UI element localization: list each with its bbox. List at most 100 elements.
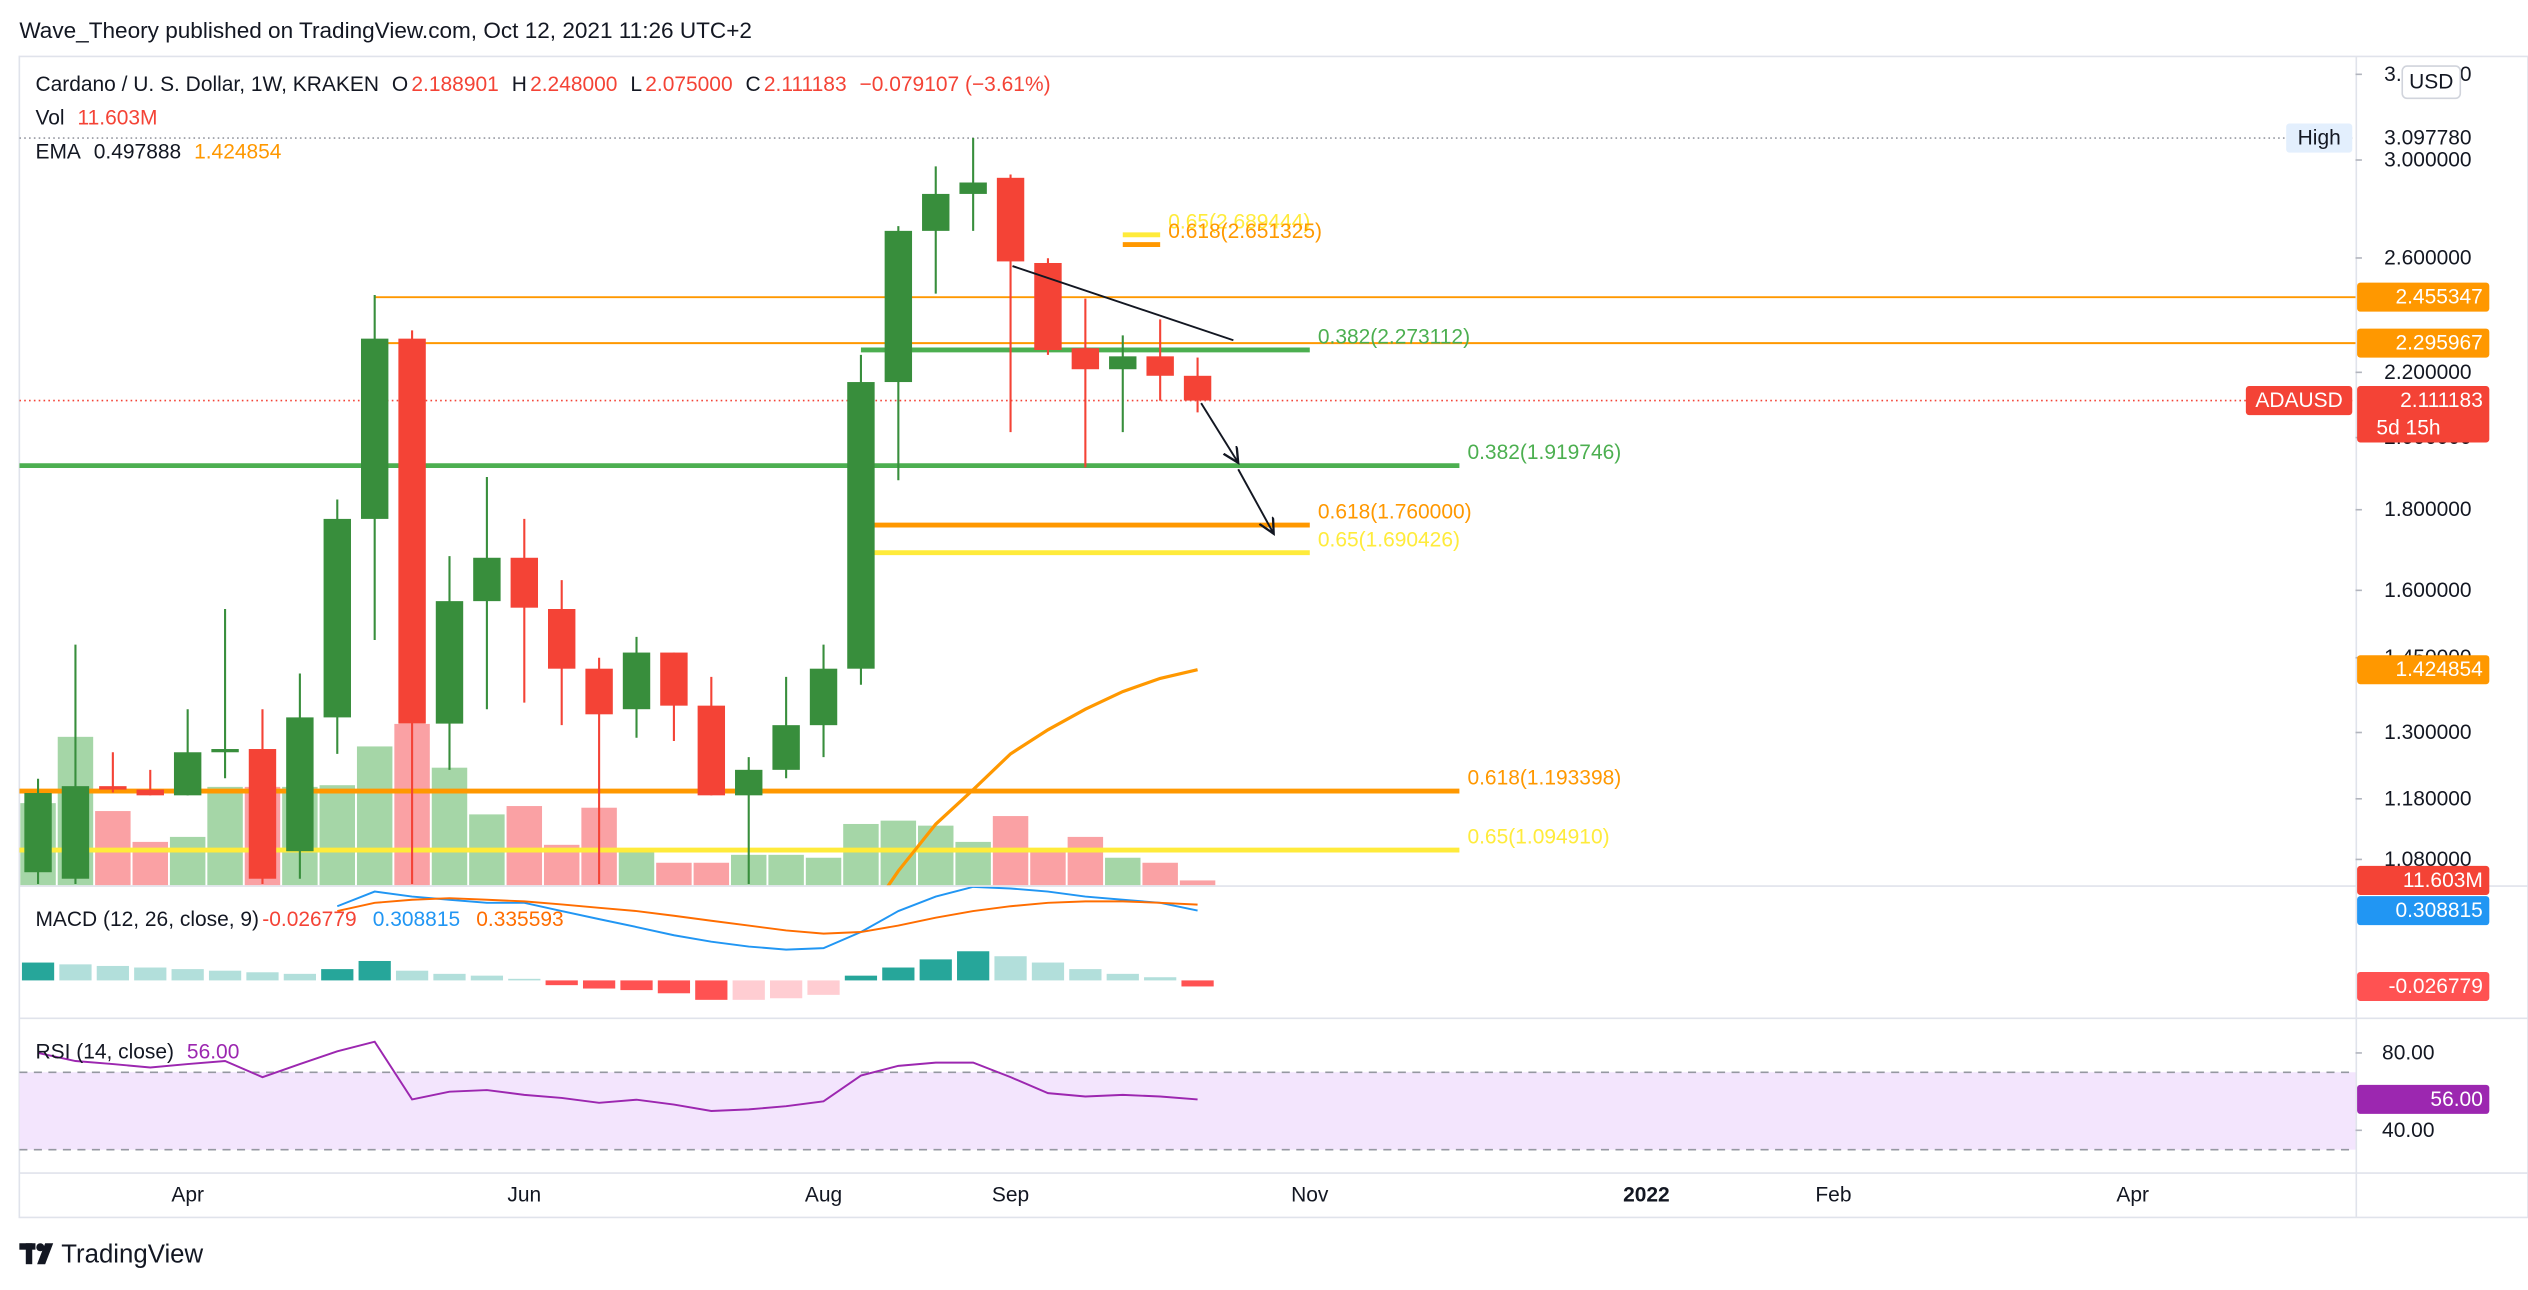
ema-tag-bg xyxy=(2357,655,2490,685)
macd-histogram-bar xyxy=(919,959,952,981)
macd-histogram-bar xyxy=(246,972,279,981)
histogram-tag: -0.026779 xyxy=(2388,975,2482,998)
macd-histogram-bar xyxy=(358,960,391,981)
price-legend-part: L xyxy=(630,72,642,95)
ema-line xyxy=(886,668,1198,886)
price-legend-part: O xyxy=(392,72,408,95)
y-tick-label: 3.000000 xyxy=(2384,149,2471,172)
candle-body xyxy=(772,725,800,770)
price-pane xyxy=(19,137,2356,886)
macd-histogram-bar xyxy=(321,969,354,981)
macd-histogram-bar xyxy=(620,980,653,991)
currency-box xyxy=(2401,65,2462,100)
volume-bar xyxy=(693,862,730,886)
level-label: 0.618(2.651325) xyxy=(1168,220,1322,243)
ema-legend-part: 0.497888 xyxy=(94,140,181,163)
candle-body xyxy=(548,609,576,669)
volume-bar xyxy=(431,767,468,886)
macd-histogram-bar xyxy=(770,980,803,999)
candle-body xyxy=(473,557,501,602)
countdown: 5d 15h xyxy=(2376,416,2440,439)
volume-bar xyxy=(656,862,692,886)
price-legend-part: H xyxy=(512,72,527,95)
macd-tag: 0.308815 xyxy=(2395,899,2482,922)
candle-body xyxy=(61,786,90,879)
macd-histogram-bar xyxy=(395,970,429,981)
price-legend: Cardano / U. S. Dollar, 1W, KRAKEN O 2.188… xyxy=(35,72,1050,95)
candle-body xyxy=(735,769,763,796)
macd-histogram-bar xyxy=(59,964,92,981)
candle-body xyxy=(884,230,913,383)
candle-body xyxy=(99,786,127,790)
candle-body xyxy=(996,177,1025,262)
volume-bar xyxy=(768,854,804,886)
macd-line xyxy=(336,886,1198,951)
front-layer: 0.65(2.689444)0.618(2.651325) 0.382(2.273… xyxy=(35,65,2490,1114)
volume-bar xyxy=(207,786,243,886)
volume-legend-part: Vol xyxy=(35,106,64,129)
volume-bar xyxy=(169,836,206,886)
trend-line xyxy=(1012,265,1234,342)
candle-body xyxy=(1034,262,1062,350)
signal-line xyxy=(337,897,1198,935)
macd-legend-part: 0.335593 xyxy=(476,908,563,931)
volume-tag-bg xyxy=(2357,865,2490,895)
macd-histogram-bar xyxy=(657,980,691,994)
macd-tag-bg xyxy=(2357,896,2490,926)
candle-body xyxy=(136,789,164,796)
macd-legend-part: MACD (12, 26, close, 9) xyxy=(35,908,259,931)
macd-histogram-bar xyxy=(882,967,915,981)
price-legend-part: 2.248000 xyxy=(530,72,617,95)
macd-histogram-bar xyxy=(283,973,316,981)
level-label: 0.65(1.690426) xyxy=(1318,528,1460,551)
rsi-line xyxy=(37,1040,1198,1112)
x-tick-label: Feb xyxy=(1815,1183,1851,1206)
brand-name: TradingView xyxy=(61,1241,203,1269)
volume-bar xyxy=(1105,857,1141,886)
candle-body xyxy=(1146,356,1174,376)
volume-bar xyxy=(1067,836,1104,886)
price-legend-part: −0.079107 (−3.61%) xyxy=(860,72,1051,95)
y-tick-label: 2.200000 xyxy=(2384,361,2471,384)
price-legend-part: 2.188901 xyxy=(411,72,498,95)
level-label: 0.382(2.273112) xyxy=(1318,326,1470,349)
high-tag: High xyxy=(2298,127,2341,150)
level-label: 0.65(1.094910) xyxy=(1467,826,1609,849)
candle-body xyxy=(24,793,52,873)
arrow xyxy=(1237,468,1273,534)
arrow xyxy=(1200,402,1238,463)
rsi-legend-part: RSI (14, close) xyxy=(35,1040,174,1063)
volume-bar xyxy=(805,857,842,886)
price-legend-part: 2.111183 xyxy=(764,72,847,95)
macd-histogram-bar xyxy=(844,975,878,981)
candle-body xyxy=(323,518,351,718)
x-tick-label: 2022 xyxy=(1623,1183,1670,1206)
y-tick-label: 1.180000 xyxy=(2384,787,2471,810)
macd-legend-part: 0.308815 xyxy=(373,908,460,931)
rsi-pane xyxy=(19,1040,2356,1151)
x-tick-label: Apr xyxy=(171,1183,204,1206)
volume-legend-part: 11.603M xyxy=(78,106,158,129)
symbol-tag-bg xyxy=(2245,386,2353,416)
level-tag: 2.295967 xyxy=(2395,332,2482,355)
rsi-legend-part: 56.00 xyxy=(187,1040,239,1063)
rsi-band xyxy=(19,1072,2356,1150)
y-tick-label: 1.300000 xyxy=(2384,721,2471,744)
candle-body xyxy=(286,717,314,852)
price-legend-part: Cardano / U. S. Dollar, 1W, KRAKEN xyxy=(35,72,379,95)
macd-histogram-bar xyxy=(732,980,765,1000)
macd-histogram-bar xyxy=(508,978,541,981)
macd-histogram-bar xyxy=(1031,962,1065,981)
x-tick-label: Aug xyxy=(805,1183,842,1206)
candle-body xyxy=(211,749,239,753)
volume-bar xyxy=(1030,851,1066,886)
level-tag: 2.455347 xyxy=(2395,286,2482,309)
x-tick-label: Nov xyxy=(1291,1183,1329,1206)
macd-histogram-bar xyxy=(545,980,578,986)
macd-legend: MACD (12, 26, close, 9) -0.026779 0.308815… xyxy=(35,908,563,931)
candle-body xyxy=(173,752,202,796)
y-tick-label: 1.600000 xyxy=(2384,579,2471,602)
candle-body xyxy=(847,382,875,669)
candle-body xyxy=(660,652,688,706)
